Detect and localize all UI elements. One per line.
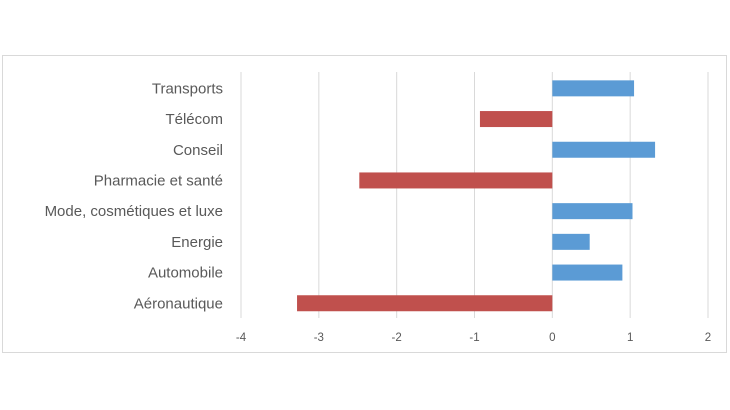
category-label: Transports bbox=[152, 80, 223, 97]
x-tick-label: 2 bbox=[705, 332, 711, 344]
x-tick-label: -4 bbox=[236, 332, 247, 344]
bar bbox=[552, 80, 635, 97]
bar bbox=[552, 141, 656, 158]
x-tick-label: 1 bbox=[627, 332, 633, 344]
category-label: Energie bbox=[171, 234, 223, 251]
bar bbox=[297, 295, 553, 312]
x-tick-label: -2 bbox=[392, 332, 402, 344]
x-tick-label: 0 bbox=[549, 332, 555, 344]
category-label: Pharmacie et santé bbox=[94, 172, 223, 189]
category-label: Conseil bbox=[173, 142, 223, 159]
category-label: Télécom bbox=[165, 111, 223, 128]
x-tick-labels: -4 -3 -2 -1 0 1 2 bbox=[236, 332, 711, 344]
gridlines bbox=[240, 72, 709, 318]
category-label: Mode, cosmétiques et luxe bbox=[45, 203, 223, 220]
bar bbox=[552, 233, 590, 250]
bars bbox=[297, 80, 656, 312]
category-label: Aéronautique bbox=[134, 295, 223, 312]
category-label: Automobile bbox=[148, 265, 223, 282]
bar bbox=[359, 172, 553, 189]
x-tick-label: -3 bbox=[314, 332, 324, 344]
category-labels: Transports Télécom Conseil Pharmacie et san… bbox=[45, 80, 223, 312]
bar bbox=[479, 111, 553, 128]
bar bbox=[552, 203, 633, 220]
bar bbox=[552, 264, 623, 281]
x-tick-label: -1 bbox=[469, 332, 479, 344]
